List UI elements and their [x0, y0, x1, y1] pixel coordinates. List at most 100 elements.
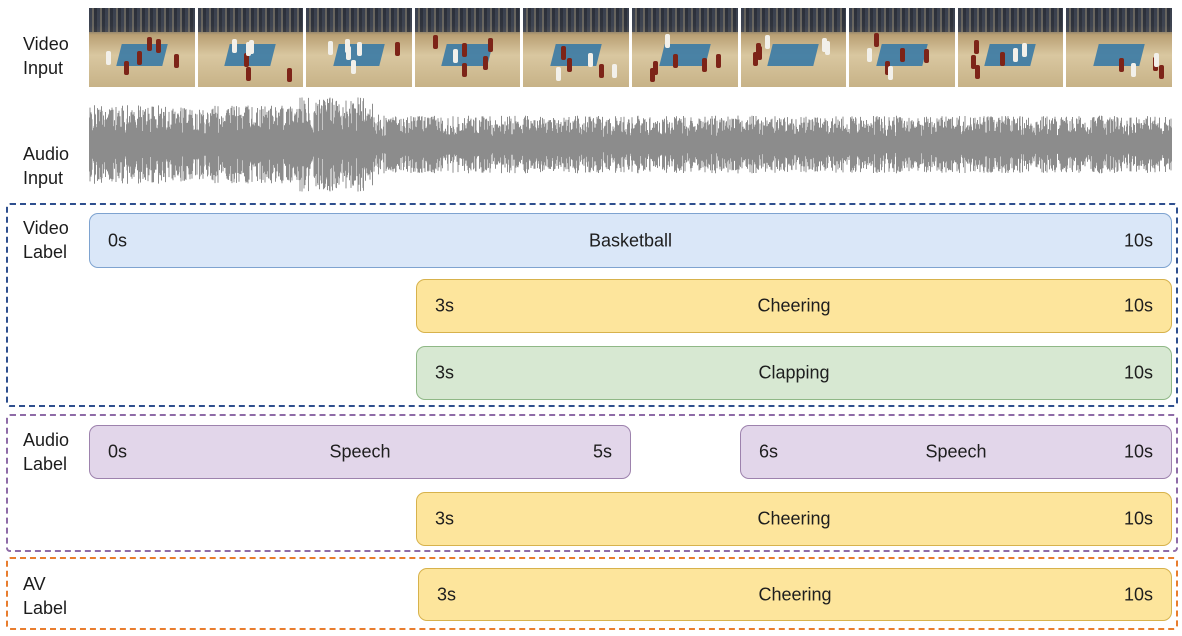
segment-start: 3s	[435, 508, 455, 529]
frame-player	[752, 52, 758, 67]
segment-end: 10s	[1123, 295, 1153, 316]
frame-player	[650, 68, 656, 83]
frame-player	[328, 41, 334, 56]
waveform-path	[89, 97, 1172, 192]
frame-player	[243, 52, 249, 67]
frame-player	[664, 34, 670, 49]
video-frame-thumbnail	[414, 8, 521, 87]
audio-waveform	[89, 97, 1172, 192]
frame-player	[822, 38, 828, 53]
video-frame-thumbnail	[197, 8, 304, 87]
frame-player	[488, 37, 494, 52]
frame-player	[462, 63, 468, 78]
frame-player	[612, 63, 618, 78]
video-frame-thumbnail	[631, 8, 738, 87]
segment-av-cheering: 3s Cheering 10s	[418, 568, 1172, 621]
frame-player	[249, 39, 255, 54]
segment-start: 0s	[108, 441, 128, 462]
frame-player	[824, 41, 830, 56]
frame-crowd	[89, 8, 195, 32]
frame-player	[136, 51, 142, 66]
frame-player	[756, 45, 762, 60]
segment-name: Basketball	[588, 230, 673, 250]
frame-crowd	[740, 8, 847, 32]
frame-player	[356, 41, 362, 56]
segment-start: 0s	[108, 230, 128, 250]
frame-crowd	[414, 8, 521, 32]
video-label-box	[6, 203, 1178, 407]
segment-end: 10s	[1123, 508, 1153, 529]
video-frame-thumbnail	[1066, 8, 1172, 87]
segment-end: 5s	[592, 441, 612, 462]
video-frame-thumbnail	[957, 8, 1064, 87]
video-input-label: Video Input	[23, 34, 69, 78]
frame-crowd	[523, 8, 629, 32]
frame-player	[1130, 62, 1136, 77]
video-frame-thumbnail	[89, 8, 195, 87]
frame-player	[1158, 64, 1164, 79]
segment-name: Cheering	[758, 584, 832, 604]
segment-end: 10s	[1123, 584, 1153, 604]
frame-player	[974, 64, 980, 79]
video-frame-thumbnail	[523, 8, 629, 87]
video-frame-thumbnail	[740, 8, 847, 87]
frame-player	[888, 66, 894, 81]
frame-player	[567, 57, 573, 72]
frame-player	[556, 67, 562, 82]
frame-player	[452, 48, 458, 63]
segment-name: Cheering	[757, 508, 831, 529]
frame-player	[974, 39, 980, 54]
segment-start: 6s	[759, 441, 779, 462]
frame-player	[346, 45, 352, 60]
segment-name: Speech	[925, 441, 987, 462]
segment-name: Cheering	[757, 295, 831, 316]
frame-player	[653, 61, 659, 76]
segment-audio-cheering: 3s Cheering 10s	[416, 492, 1172, 546]
frame-player	[672, 54, 678, 69]
frame-crowd	[1066, 8, 1172, 32]
segment-name: Speech	[329, 441, 391, 462]
segment-video-cheering: 3s Cheering 10s	[416, 279, 1172, 333]
audio-label-box	[6, 414, 1178, 552]
frame-player	[598, 63, 604, 78]
segment-end: 10s	[1123, 362, 1153, 383]
av-label-heading: AV Label	[23, 574, 68, 618]
frame-court-paint	[550, 43, 603, 66]
frame-player	[106, 51, 112, 65]
frame-court-paint	[767, 43, 820, 66]
frame-player	[1118, 58, 1124, 73]
audio-label-heading: Audio Label	[23, 430, 70, 474]
frame-player	[394, 41, 400, 56]
av-label-box	[6, 557, 1178, 630]
segment-end: 10s	[1123, 441, 1153, 462]
frame-player	[482, 56, 488, 71]
frame-crowd	[306, 8, 412, 32]
frame-player	[765, 34, 771, 49]
frame-player	[873, 33, 879, 48]
segment-start: 3s	[435, 362, 455, 383]
frame-player	[923, 49, 929, 64]
frame-crowd	[957, 8, 1064, 32]
audio-input-label: Audio Input	[23, 144, 70, 188]
frame-crowd	[631, 8, 738, 32]
frame-player	[1012, 48, 1018, 63]
video-frame-thumbnail	[306, 8, 412, 87]
frame-player	[1000, 52, 1006, 67]
frame-player	[702, 58, 708, 73]
frame-player	[900, 48, 906, 63]
frame-player	[287, 67, 293, 82]
frame-player	[350, 60, 356, 75]
segment-start: 3s	[437, 584, 457, 604]
segment-start: 3s	[435, 295, 455, 316]
segment-basketball: 0s Basketball 10s	[89, 213, 1172, 268]
frame-player	[123, 61, 129, 76]
frame-player	[1022, 42, 1028, 57]
video-frame-thumbnail	[849, 8, 955, 87]
frame-player	[432, 34, 438, 49]
frame-player	[970, 54, 976, 69]
frame-player	[867, 47, 872, 62]
frame-player	[231, 39, 237, 54]
video-label-heading: Video Label	[23, 218, 69, 262]
segment-speech-1: 0s Speech 5s	[89, 425, 631, 479]
segment-clapping: 3s Clapping 10s	[416, 346, 1172, 400]
